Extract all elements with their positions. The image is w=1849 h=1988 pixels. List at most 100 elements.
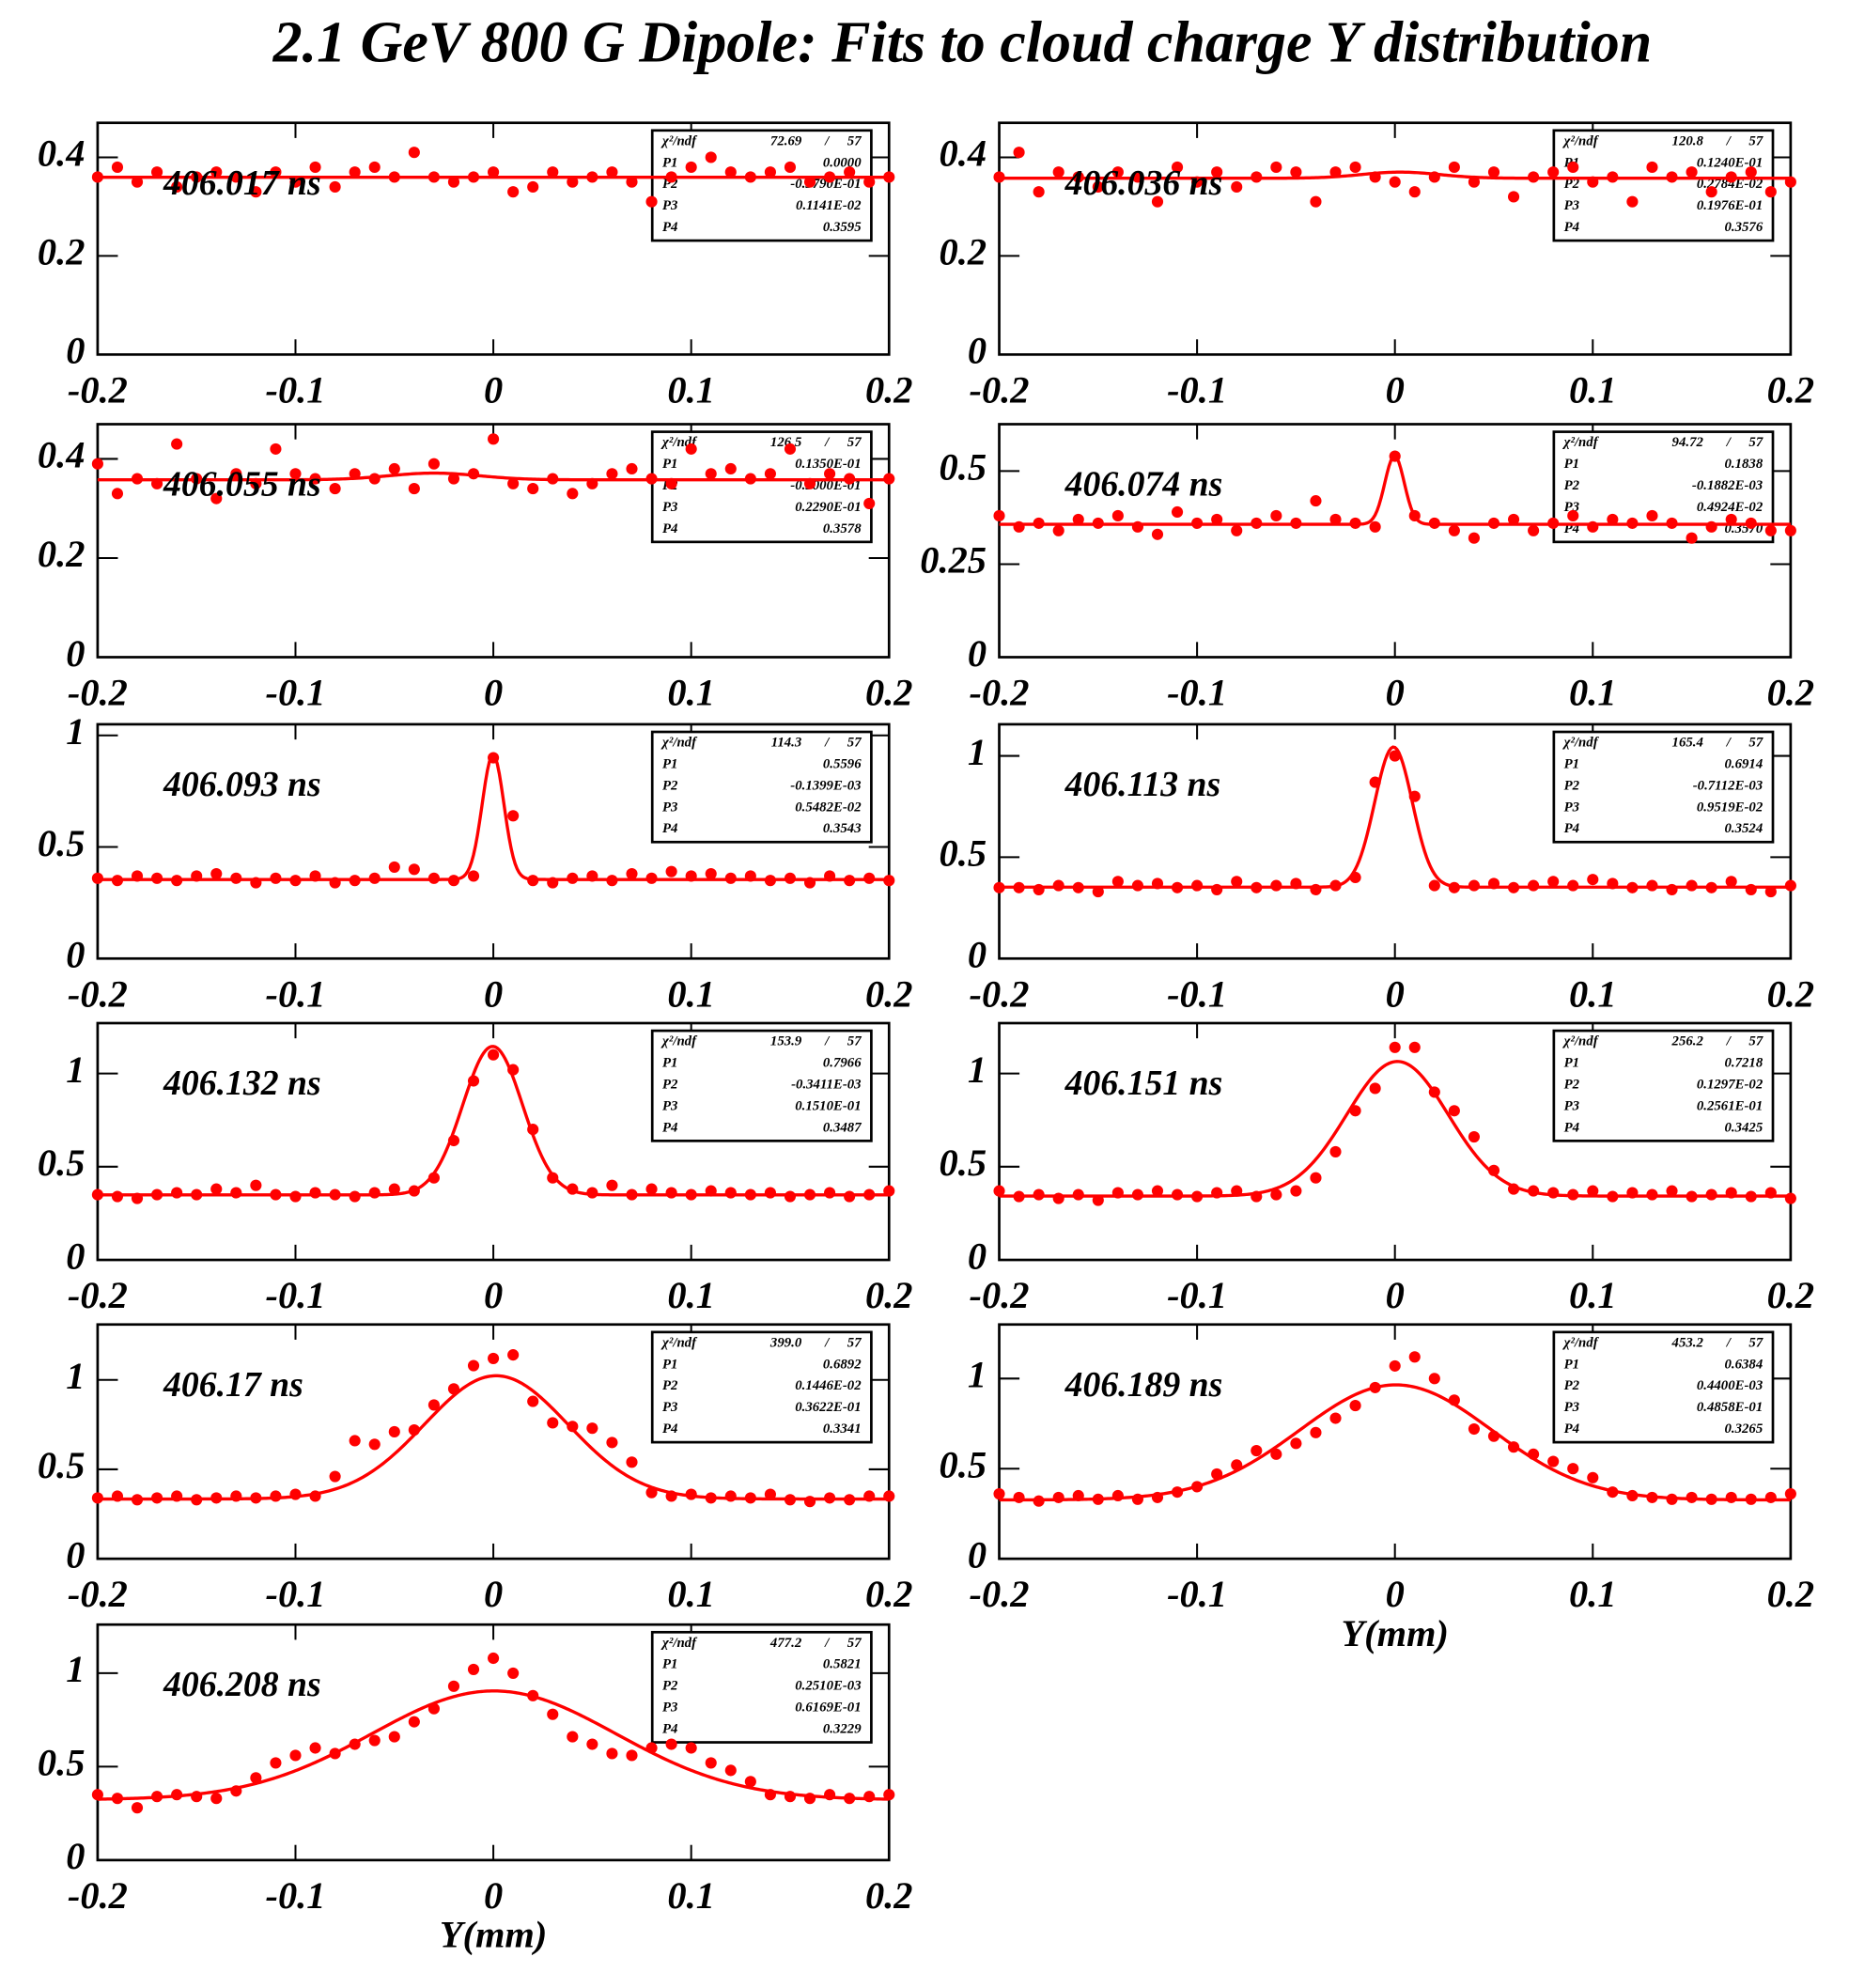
data-point — [1408, 1351, 1421, 1363]
data-point — [1725, 513, 1737, 525]
data-point — [527, 1124, 539, 1136]
x-axis-label: Y(mm) — [440, 1914, 548, 1956]
x-tick-label: -0.2 — [970, 368, 1030, 411]
stats-separator: / — [1726, 736, 1732, 751]
x-tick-label: 0 — [1386, 972, 1405, 1015]
data-point — [606, 166, 618, 179]
data-point — [863, 872, 876, 884]
param-value: 0.2510E-03 — [795, 1679, 862, 1694]
data-point — [1666, 517, 1678, 529]
data-point — [863, 1188, 876, 1201]
param-name: P2 — [1564, 177, 1580, 192]
data-point — [1408, 509, 1421, 522]
data-point — [151, 872, 163, 884]
param-name: P2 — [1564, 1378, 1580, 1393]
data-point — [1607, 1190, 1619, 1203]
x-tick-label: 0 — [484, 672, 503, 714]
data-point — [863, 1791, 876, 1803]
data-point — [1528, 1448, 1540, 1460]
data-point — [1389, 176, 1401, 188]
data-point — [1389, 750, 1401, 762]
data-point — [131, 870, 144, 882]
stats-title: χ²/ndf — [660, 133, 698, 148]
data-point — [993, 171, 1005, 183]
data-point — [993, 1487, 1005, 1500]
data-point — [507, 810, 520, 822]
data-point — [1764, 1491, 1777, 1503]
data-point — [1171, 161, 1184, 174]
data-point — [1428, 1086, 1440, 1098]
y-tick-label: 0 — [66, 934, 85, 976]
param-value: 0.5596 — [823, 756, 862, 771]
data-point — [467, 171, 480, 183]
param-name: P3 — [662, 198, 678, 213]
stats-chi2: 453.2 — [1671, 1335, 1704, 1350]
x-tick-label: 0.2 — [865, 368, 913, 411]
data-point — [547, 1172, 559, 1184]
param-name: P3 — [662, 1701, 678, 1716]
data-point — [447, 473, 460, 485]
data-point — [1270, 509, 1282, 522]
data-point — [1033, 517, 1045, 529]
data-point — [270, 1757, 282, 1769]
data-point — [1151, 528, 1164, 540]
param-value: -0.1882E-03 — [1692, 478, 1764, 493]
data-point — [1487, 878, 1500, 890]
data-point — [467, 870, 480, 882]
data-point — [547, 473, 559, 485]
data-point — [1072, 881, 1084, 893]
data-point — [1151, 878, 1164, 890]
x-tick-label: -0.2 — [970, 672, 1030, 714]
data-point — [764, 468, 776, 480]
data-point — [844, 875, 856, 887]
data-point — [1211, 166, 1223, 179]
data-point — [1528, 524, 1540, 536]
data-point — [1151, 1185, 1164, 1197]
param-value: 0.3543 — [823, 821, 862, 836]
data-point — [1784, 176, 1796, 188]
data-point — [1686, 166, 1698, 179]
data-point — [289, 875, 302, 887]
data-point — [1013, 147, 1025, 159]
data-point — [1567, 1463, 1579, 1475]
param-name: P4 — [662, 1721, 677, 1736]
x-tick-label: 0.1 — [1569, 1274, 1617, 1316]
data-point — [1567, 509, 1579, 522]
data-point — [803, 1793, 816, 1805]
data-point — [289, 1488, 302, 1500]
data-point — [724, 1490, 737, 1502]
param-name: P2 — [662, 1378, 678, 1393]
data-point — [1507, 1441, 1520, 1453]
data-point — [191, 171, 203, 183]
stats-separator: / — [1726, 435, 1732, 450]
data-point — [1171, 881, 1184, 893]
x-tick-label: 0.1 — [667, 1874, 715, 1917]
x-tick-label: -0.2 — [970, 1573, 1030, 1615]
data-point — [705, 1185, 717, 1197]
fit-curve — [97, 1374, 890, 1501]
data-point — [1211, 1468, 1223, 1481]
param-name: P1 — [662, 756, 677, 771]
x-tick-label: 0 — [1386, 1274, 1405, 1316]
fit-curve — [999, 170, 1791, 180]
data-point — [329, 1188, 341, 1201]
data-point — [1131, 879, 1143, 892]
param-value: 0.1446E-02 — [795, 1378, 862, 1393]
data-point — [1705, 186, 1717, 198]
stats-title: χ²/ndf — [660, 1034, 698, 1049]
data-point — [1033, 883, 1045, 895]
data-point — [724, 462, 737, 475]
y-tick-label: 0.5 — [38, 1142, 85, 1184]
data-point — [1764, 886, 1777, 898]
data-point — [744, 870, 756, 882]
data-point — [1329, 1412, 1342, 1424]
data-point — [744, 473, 756, 485]
param-name: P2 — [1564, 778, 1580, 793]
param-name: P1 — [662, 155, 677, 170]
data-point — [210, 867, 223, 880]
stats-separator: / — [1726, 133, 1732, 148]
data-point — [1013, 881, 1025, 893]
data-point — [1151, 1491, 1164, 1503]
panel-label: 406.132 ns — [163, 1064, 321, 1103]
